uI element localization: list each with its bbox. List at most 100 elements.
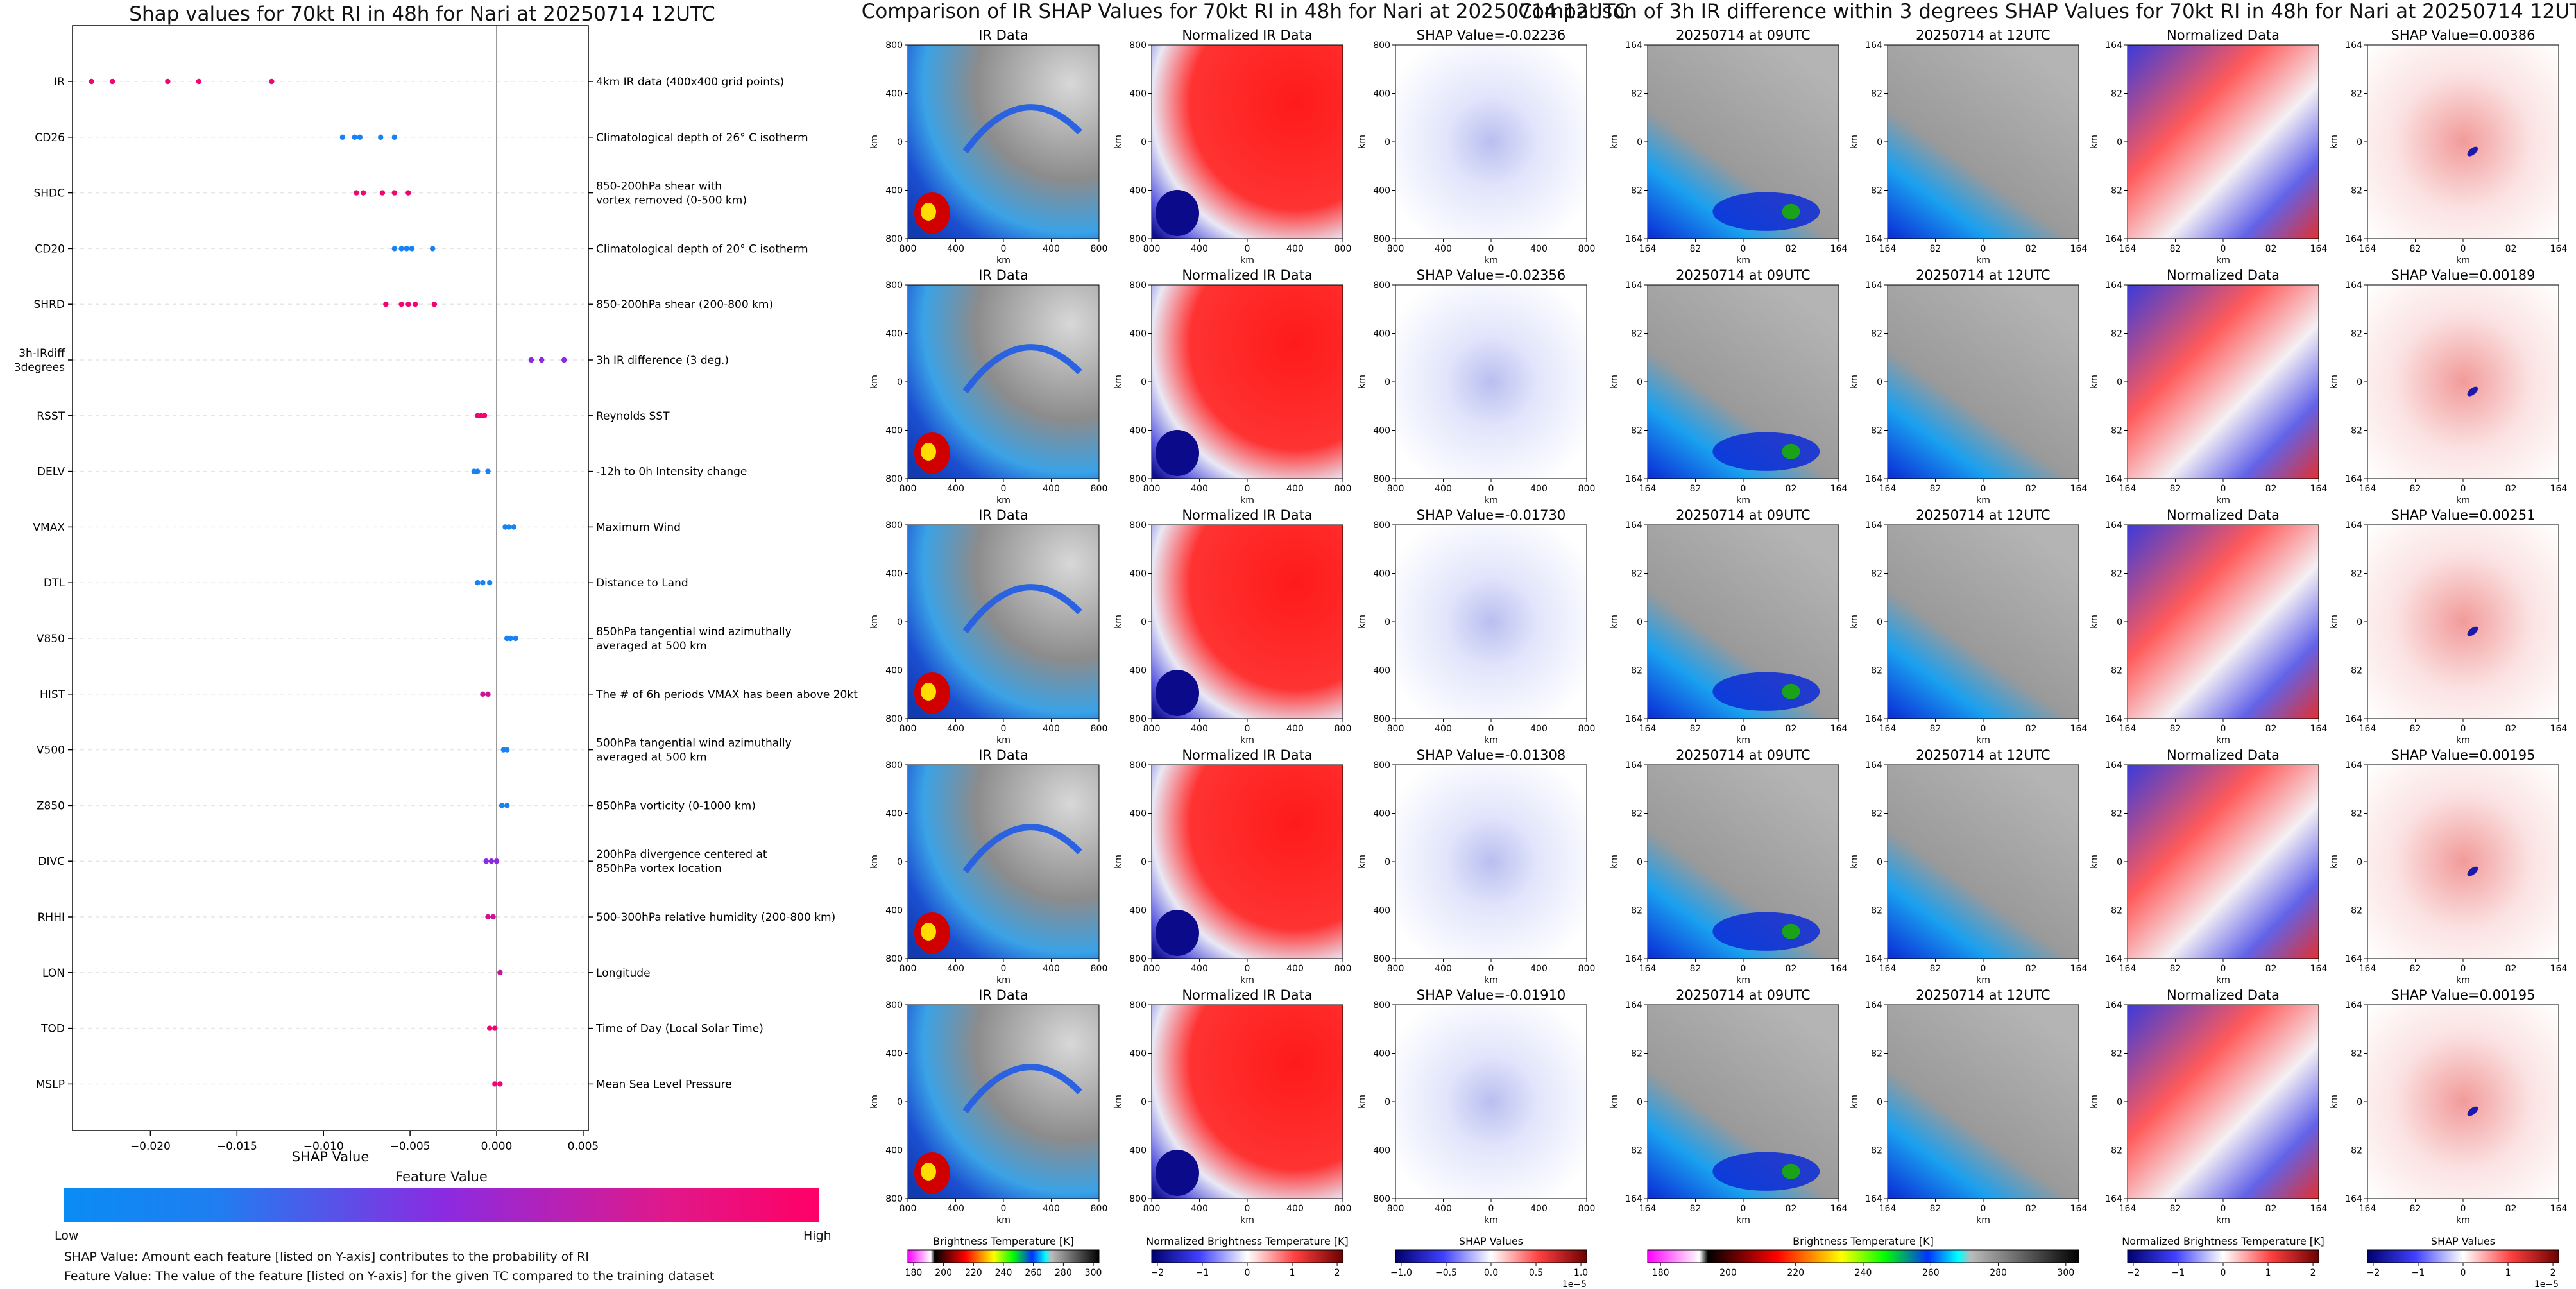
x-axis-unit: km	[2216, 975, 2230, 986]
y-axis-unit: km	[1113, 1095, 1123, 1109]
warm-core-center	[921, 1163, 936, 1181]
footnote-shap-value: SHAP Value: Amount each feature [listed …	[64, 1250, 589, 1264]
image-panel: SHAP Value=-0.02356800800400400004004008…	[1357, 268, 1595, 506]
y-tick-label: 400	[885, 809, 903, 819]
y-tick-label: 82	[2111, 186, 2122, 196]
x-tick-label: 400	[1530, 964, 1548, 974]
colorbar-tick-label: 300	[1085, 1268, 1102, 1278]
colorbar-tick-label: 220	[965, 1268, 982, 1278]
colorbar-gradient	[2127, 1249, 2319, 1263]
colorbar-tick-label: 2	[1335, 1268, 1340, 1278]
x-axis-unit: km	[1240, 1215, 1254, 1225]
negative-shap-spot	[2467, 866, 2478, 876]
x-tick-label: 164	[2550, 1204, 2568, 1214]
feature-desc-label: 850hPa tangential wind azimuthally averag…	[596, 626, 792, 653]
x-tick-label: 164	[1830, 1204, 1848, 1214]
y-tick-label: 0	[1141, 137, 1147, 148]
y-tick-label: 400	[885, 426, 903, 436]
y-tick-label: 164	[2105, 714, 2122, 724]
y-tick-label: 0	[1385, 1097, 1390, 1107]
shap-point	[404, 246, 409, 252]
panel-image	[2367, 524, 2559, 719]
y-tick-label: 400	[1129, 89, 1147, 99]
spiral-band	[962, 584, 1082, 634]
x-tick-label: 0	[1488, 964, 1494, 974]
y-tick-label: 800	[885, 1194, 903, 1204]
y-tick-label: 82	[1631, 666, 1642, 676]
x-tick-label: 82	[2410, 484, 2421, 494]
y-tick-label: 400	[885, 186, 903, 196]
x-tick-label: 164	[2070, 244, 2088, 254]
image-panel: 20250714 at 09UTC1641648282008282164164k…	[1609, 747, 1847, 986]
y-tick-label: 400	[1373, 906, 1390, 916]
panel-title: Normalized Data	[2167, 747, 2280, 763]
x-axis-unit: km	[1484, 495, 1498, 506]
x-tick-label: 800	[1091, 724, 1108, 734]
y-tick-label: 800	[885, 40, 903, 51]
x-tick-label: 164	[1879, 1204, 1897, 1214]
x-tick-label: 82	[1930, 1204, 1941, 1214]
x-tick-label: 800	[1387, 244, 1404, 254]
x-tick-label: 800	[1143, 964, 1161, 974]
feature-code-label: TOD	[40, 1023, 65, 1036]
colorbar-exponent: 1e−5	[1562, 1279, 1587, 1289]
y-tick-label: 400	[885, 666, 903, 676]
colorbar-label: Normalized Brightness Temperature [K]	[2122, 1235, 2324, 1247]
x-axis-unit: km	[2216, 735, 2230, 746]
image-panel: 20250714 at 12UTC1641648282008282164164k…	[1849, 987, 2087, 1225]
x-tick-label: 800	[1387, 724, 1404, 734]
shap-point	[490, 914, 496, 920]
shap-point	[508, 635, 513, 642]
x-tick-label: 164	[1830, 724, 1848, 734]
y-tick-label: 800	[1129, 1194, 1147, 1204]
x-tick-label: 0	[2461, 244, 2466, 254]
x-axis-unit: km	[1976, 975, 1990, 986]
image-panel: SHAP Value=-0.01730800800400400004004008…	[1357, 508, 1595, 746]
x-tick-label: −0.020	[130, 1140, 171, 1153]
y-tick-label: 0	[1637, 617, 1642, 627]
shap-point	[499, 803, 505, 808]
shap-point	[485, 691, 491, 697]
x-tick-label: 0	[1001, 484, 1007, 494]
colorbar-high-label: High	[803, 1229, 832, 1243]
x-tick-label: 164	[1639, 964, 1657, 974]
y-tick-label: 164	[1865, 280, 1882, 291]
y-tick-label: 164	[2345, 1194, 2362, 1204]
y-tick-label: 0	[897, 377, 903, 388]
y-tick-label: 800	[885, 474, 903, 484]
colorbar-tick-label: 260	[1025, 1268, 1042, 1278]
y-tick-label: 164	[1865, 1194, 1882, 1204]
cold-blob	[1156, 670, 1199, 716]
feature-code-label: 3h-IRdiff 3degrees	[14, 347, 66, 374]
y-tick-label: 82	[2111, 329, 2122, 339]
shap-point	[339, 134, 346, 140]
image-panel: SHAP Value=0.001891641648282008282164164…	[2329, 268, 2567, 506]
x-tick-label: 164	[2359, 484, 2376, 494]
x-tick-label: 82	[1786, 244, 1797, 254]
x-tick-label: 400	[1286, 484, 1304, 494]
negative-shap-spot	[2467, 386, 2478, 397]
y-tick-label: 164	[1625, 234, 1642, 244]
panel-title: IR Data	[978, 987, 1028, 1003]
y-axis-unit: km	[2329, 1095, 2339, 1109]
panel-image	[1887, 44, 2079, 239]
y-tick-label: 400	[1129, 426, 1147, 436]
shap-point	[361, 190, 366, 196]
y-tick-label: 82	[1871, 89, 1882, 99]
shap-point	[488, 858, 495, 864]
x-tick-label: 164	[2310, 1204, 2328, 1214]
spiral-band	[962, 824, 1082, 874]
y-tick-label: 400	[1373, 89, 1390, 99]
y-tick-label: 82	[1631, 426, 1642, 436]
x-tick-label: 800	[1091, 244, 1108, 254]
x-tick-label: 82	[1930, 244, 1941, 254]
panel-title: 20250714 at 12UTC	[1916, 508, 2051, 523]
y-tick-label: 0	[1141, 377, 1147, 388]
y-tick-label: 164	[2345, 714, 2362, 724]
warm-core-center	[921, 683, 936, 701]
colorbar-tick-label: 1	[1290, 1268, 1295, 1278]
y-tick-label: 0	[2357, 1097, 2362, 1107]
shap-point	[492, 1081, 498, 1087]
x-tick-label: 82	[2265, 964, 2277, 974]
